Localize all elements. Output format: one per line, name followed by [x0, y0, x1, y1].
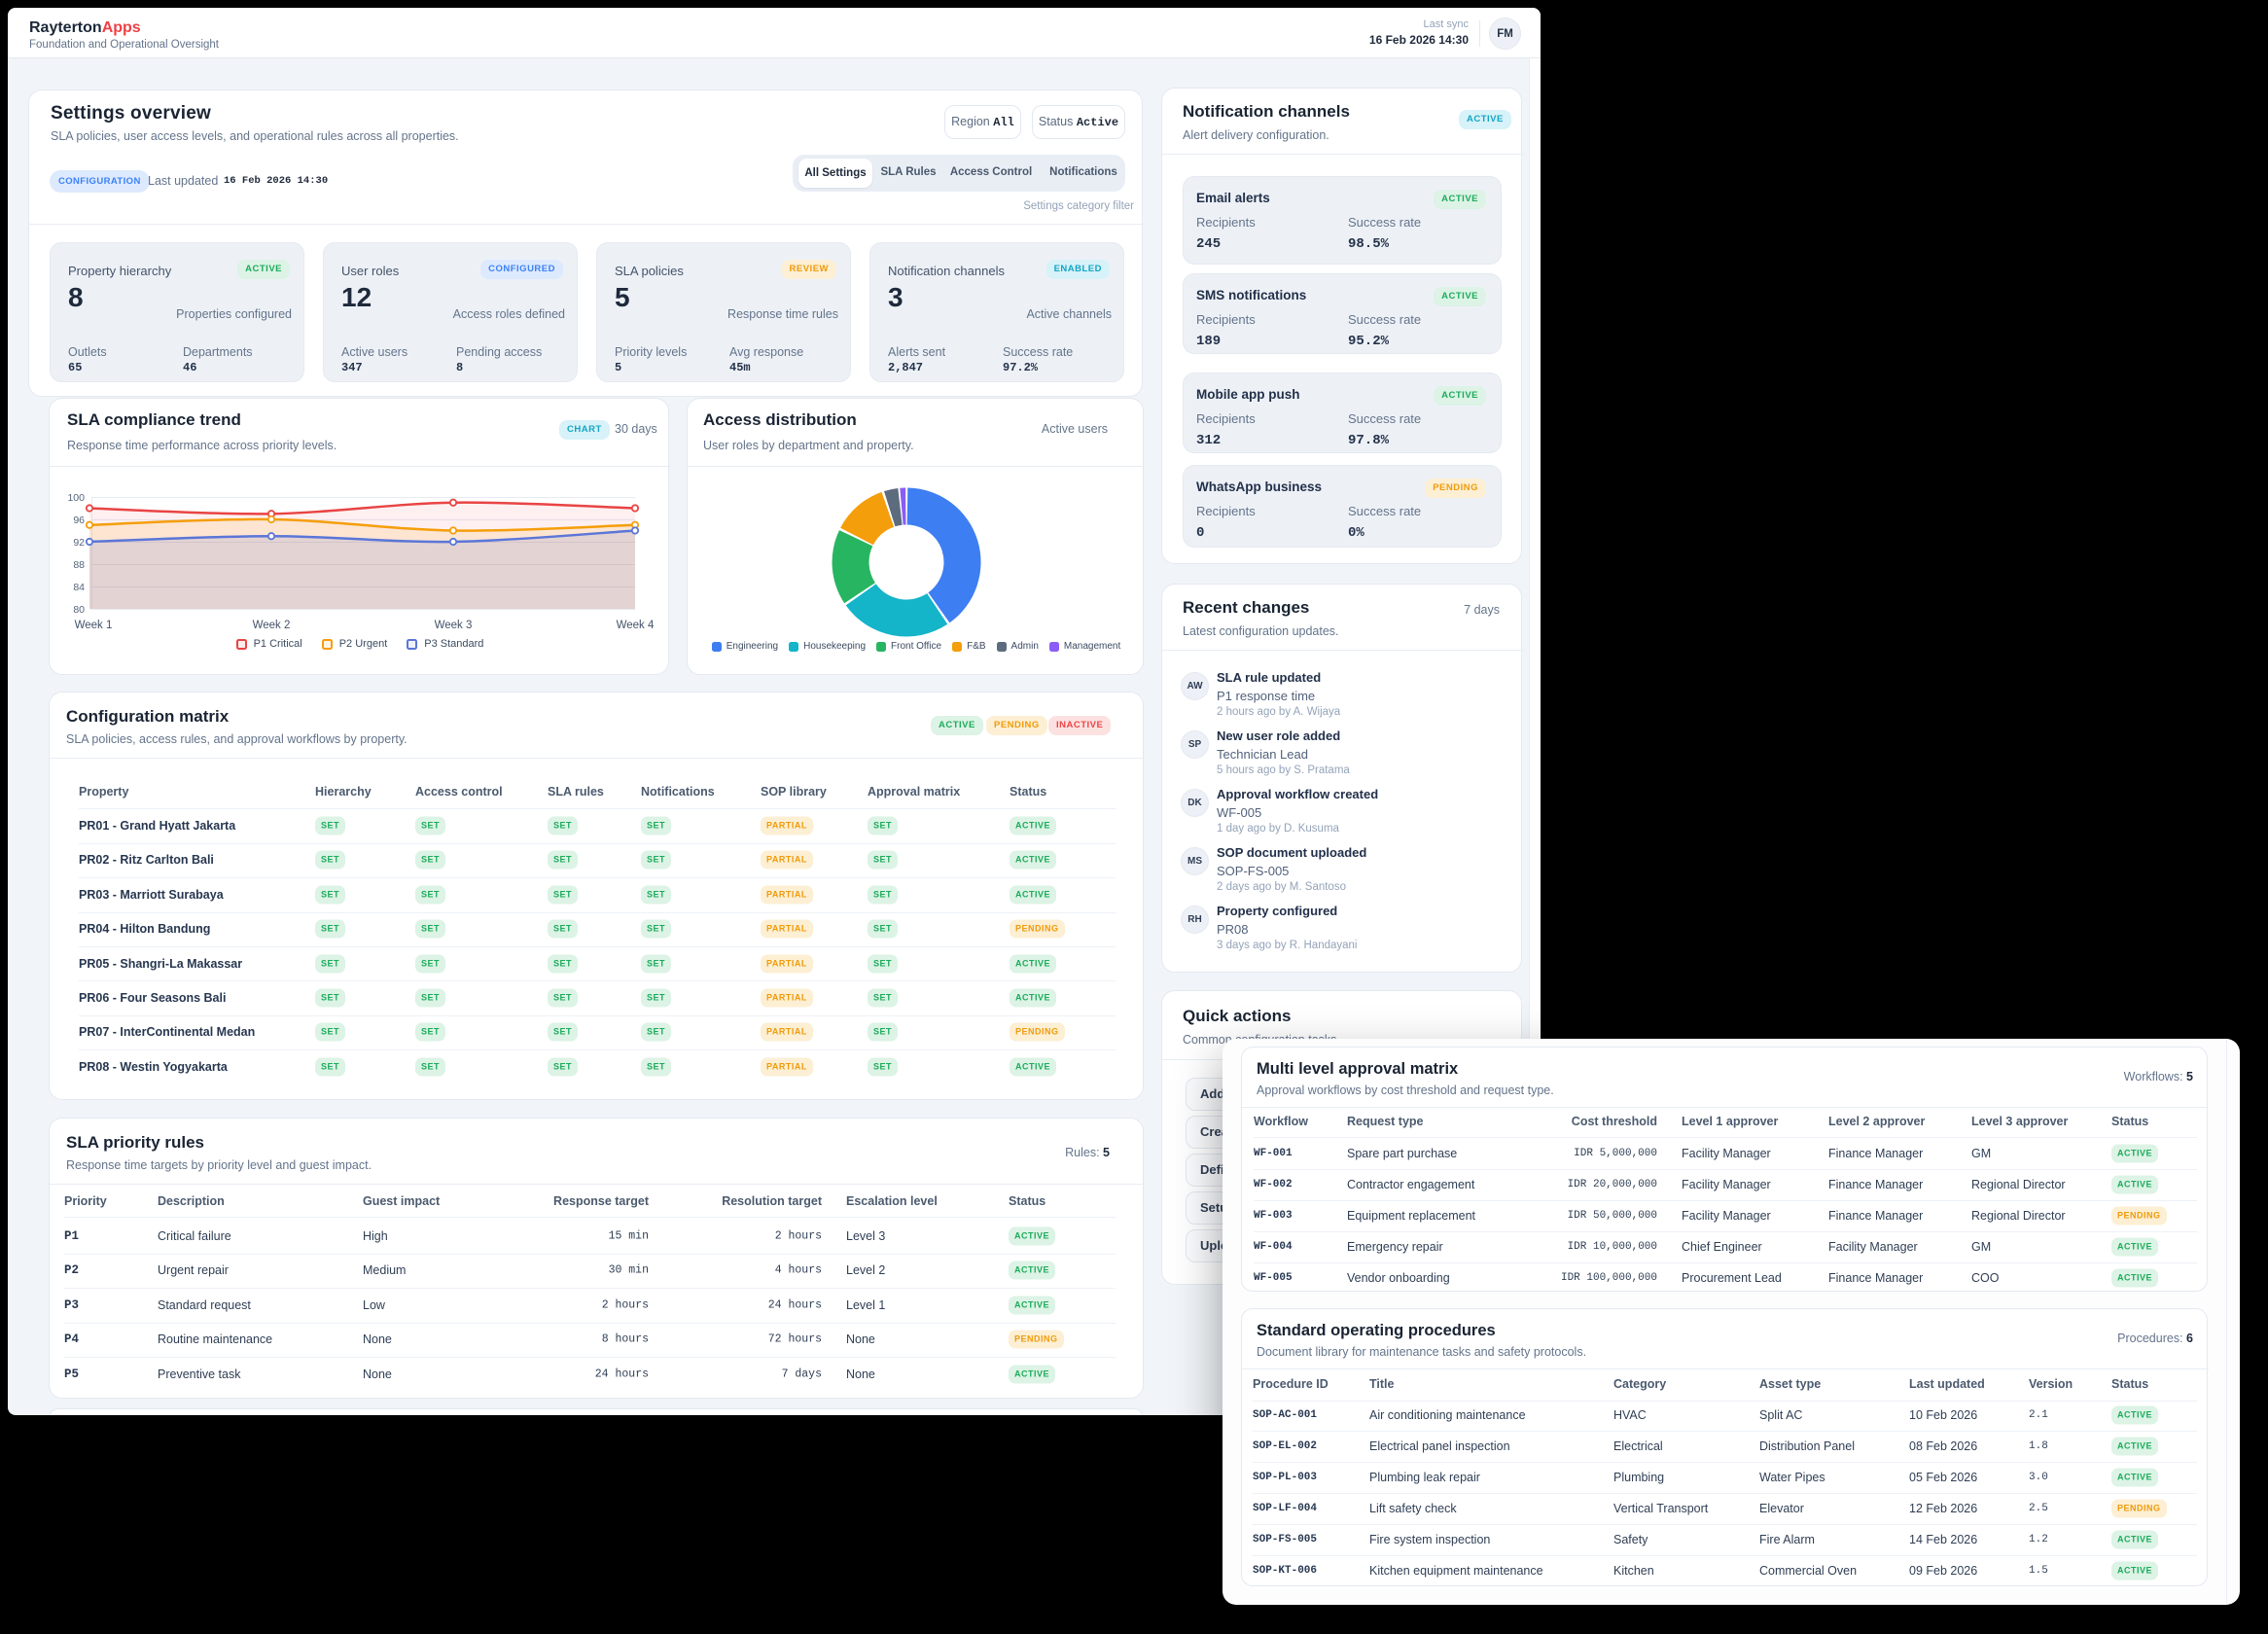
- svg-text:100: 100: [67, 492, 85, 504]
- svg-text:Week 1: Week 1: [75, 620, 113, 631]
- svg-text:Week 2: Week 2: [253, 620, 291, 631]
- svg-text:Week 3: Week 3: [435, 620, 473, 631]
- svg-text:80: 80: [73, 604, 85, 616]
- svg-text:88: 88: [73, 559, 85, 571]
- svg-text:92: 92: [73, 537, 85, 549]
- svg-text:96: 96: [73, 515, 85, 526]
- svg-text:Week 4: Week 4: [617, 620, 655, 631]
- svg-text:84: 84: [73, 582, 85, 593]
